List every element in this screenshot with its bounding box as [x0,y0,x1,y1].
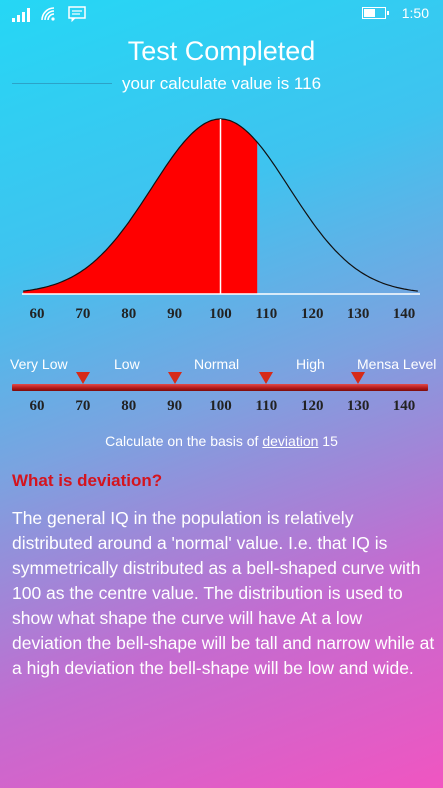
clock: 1:50 [401,5,429,21]
basis-text: Calculate on the basis of deviation 15 [0,433,443,449]
level-label: Low [114,356,140,372]
status-icons [12,6,86,27]
scale-tick-label: 100 [209,398,232,414]
signal-icon [12,8,30,27]
message-icon [68,6,86,27]
wifi-icon [40,6,58,27]
scale-tick-label: 120 [301,398,324,414]
deviation-value: 15 [322,433,338,449]
explanation-text: The general IQ in the population is rela… [12,508,435,678]
bell-curve-chart: 60 70 80 90 100 110 120 130 140 [22,118,420,322]
threshold-marker [259,372,274,384]
scale-bar [12,384,428,391]
level-label: Very Low [10,356,68,372]
iq-scale: Very Low Low Normal High Mensa Level 60 70 80 90… [0,350,443,430]
section-heading: What is deviation? [12,471,163,490]
deviation-link[interactable]: deviation [262,433,319,449]
x-tick-label: 120 [301,306,324,322]
x-tick-label: 130 [347,306,370,322]
threshold-marker [167,372,182,384]
scale-tick-label: 110 [255,398,278,414]
x-tick-label: 100 [209,306,232,322]
x-tick-label: 110 [256,306,278,322]
x-tick-label: 70 [75,306,90,322]
level-label: Mensa Level [357,356,437,372]
status-bar: 1:50 [0,0,443,30]
threshold-marker [75,372,90,384]
result-text: your calculate value is 116 [121,74,322,93]
x-tick-label: 60 [30,306,45,322]
page-title: Test Completed [127,36,316,66]
x-tick-label: 80 [121,306,136,322]
x-tick-label: 140 [393,306,416,322]
threshold-marker [351,372,366,384]
level-label: High [296,356,325,372]
scale-tick-label: 60 [29,398,45,414]
scale-tick-label: 130 [346,398,370,414]
battery-icon [361,7,389,19]
scale-tick-label: 70 [75,398,91,414]
basis-prefix: Calculate on the basis of [105,433,259,449]
header-divider [12,83,112,84]
scale-tick-label: 80 [121,398,137,414]
scale-tick-label: 140 [392,398,416,414]
x-tick-label: 90 [167,306,182,322]
shaded-area [23,119,258,294]
level-label: Normal [194,356,240,372]
scale-tick-label: 90 [167,398,183,414]
status-right: 1:50 [361,5,429,21]
